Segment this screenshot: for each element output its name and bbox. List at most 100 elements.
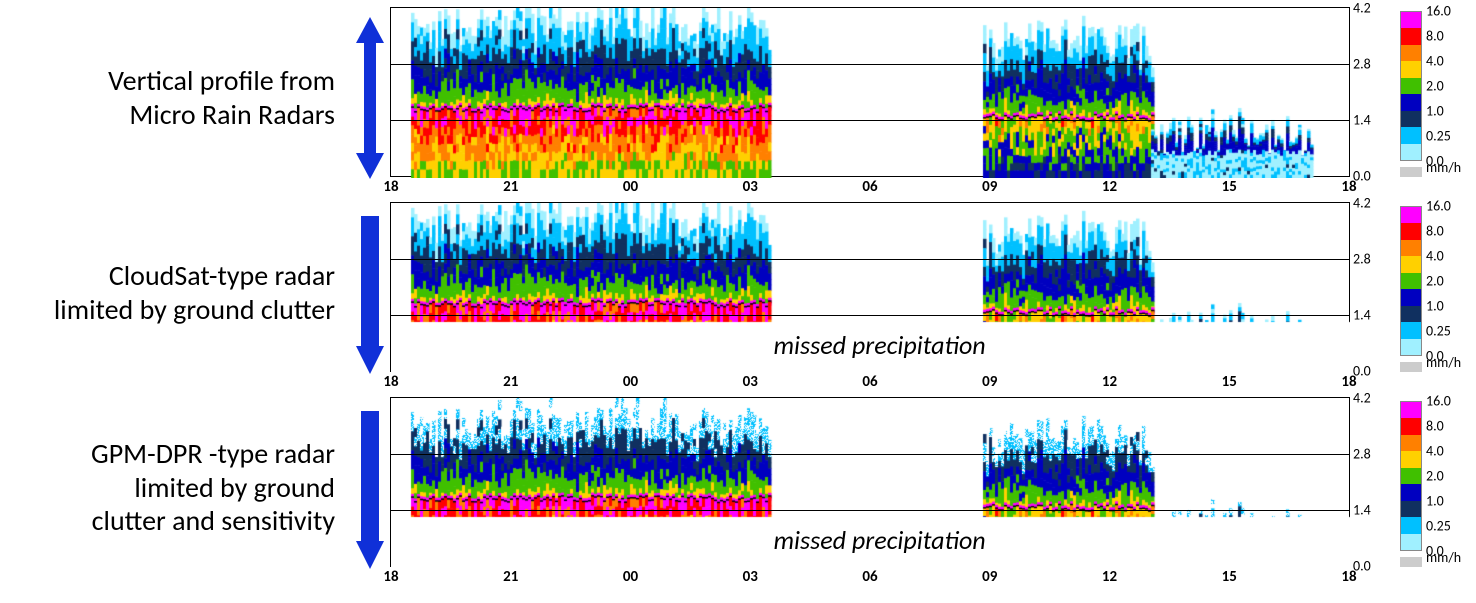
colorbar-labels: 16.08.04.02.01.00.250.0: [1422, 401, 1470, 551]
colorbar-label: 0.25: [1426, 518, 1451, 535]
colorbar-seg: [1401, 273, 1421, 289]
y-tick: 1.4: [1353, 112, 1371, 129]
x-tick: 21: [503, 373, 518, 391]
colorbar-label: 2.0: [1426, 273, 1444, 290]
x-tick: 09: [982, 178, 997, 196]
colorbar-label: 16.0: [1426, 198, 1451, 215]
colorbar-label: 8.0: [1426, 223, 1444, 240]
colorbar-gray-swatch: [1400, 167, 1422, 177]
colorbar-label: 16.0: [1426, 3, 1451, 20]
colorbar-labels: 16.08.04.02.01.00.250.0: [1422, 206, 1470, 356]
colorbar-label: 4.0: [1426, 248, 1444, 265]
colorbar-seg: [1401, 256, 1421, 272]
time-height-plot: 1821000306091215180.01.42.84.2: [390, 7, 1350, 177]
colorbar-seg: [1401, 289, 1421, 305]
colorbar-seg: [1401, 435, 1421, 451]
colorbar-seg: [1401, 12, 1421, 28]
colorbar: 16.08.04.02.01.00.250.0mm/h: [1400, 9, 1472, 174]
x-ticks: 182100030609121518: [391, 568, 1349, 586]
colorbar-label: 1.0: [1426, 103, 1444, 120]
colorbar-seg: [1401, 127, 1421, 143]
panel-gpmdpr: GPM-DPR -type radarlimited by groundclut…: [0, 390, 1476, 585]
colorbar-seg: [1401, 61, 1421, 77]
precip-canvas: [391, 8, 1351, 178]
y-tick: 4.2: [1353, 0, 1371, 17]
plot-wrap: missed precipitation1821000306091215180.…: [390, 395, 1476, 580]
colorbar-label: 2.0: [1426, 78, 1444, 95]
colorbar-seg: [1401, 240, 1421, 256]
colorbar: 16.08.04.02.01.00.250.0mm/h: [1400, 204, 1472, 369]
time-height-plot: missed precipitation1821000306091215180.…: [390, 202, 1350, 372]
colorbar-seg: [1401, 207, 1421, 223]
y-ticks: 0.01.42.84.2: [1353, 8, 1387, 176]
colorbar-label: 16.0: [1426, 393, 1451, 410]
colorbar-seg: [1401, 223, 1421, 239]
x-tick: 00: [623, 373, 638, 391]
colorbar-unit: mm/h: [1426, 549, 1461, 566]
colorbar-unit: mm/h: [1426, 354, 1461, 371]
x-tick: 00: [623, 568, 638, 586]
x-tick: 06: [862, 373, 877, 391]
colorbar-seg: [1401, 484, 1421, 500]
y-tick: 0.0: [1353, 558, 1371, 575]
panel-label: GPM-DPR -type radarlimited by groundclut…: [0, 437, 350, 538]
colorbar-seg: [1401, 534, 1421, 550]
down-arrow-icon: [350, 395, 390, 580]
colorbar-label: 0.25: [1426, 128, 1451, 145]
x-tick: 12: [1102, 568, 1117, 586]
x-tick: 09: [982, 373, 997, 391]
colorbar-label: 2.0: [1426, 468, 1444, 485]
missed-precip-annotation: missed precipitation: [773, 329, 985, 361]
plot-wrap: 1821000306091215180.01.42.84.216.08.04.0…: [390, 5, 1476, 190]
x-tick: 03: [743, 568, 758, 586]
colorbar: 16.08.04.02.01.00.250.0mm/h: [1400, 399, 1472, 564]
colorbar-label: 8.0: [1426, 418, 1444, 435]
y-ticks: 0.01.42.84.2: [1353, 203, 1387, 371]
colorbar-label: 1.0: [1426, 493, 1444, 510]
colorbar-label: 4.0: [1426, 443, 1444, 460]
colorbar-label: 4.0: [1426, 53, 1444, 70]
y-tick: 1.4: [1353, 307, 1371, 324]
x-tick: 18: [383, 373, 398, 391]
colorbar-seg: [1401, 306, 1421, 322]
colorbar-labels: 16.08.04.02.01.00.250.0: [1422, 11, 1470, 161]
colorbar-unit: mm/h: [1426, 159, 1461, 176]
colorbar-gray-swatch: [1400, 362, 1422, 372]
x-tick: 12: [1102, 373, 1117, 391]
panel-cloudsat: CloudSat-type radarlimited by ground clu…: [0, 195, 1476, 390]
x-tick: 15: [1222, 568, 1237, 586]
x-tick: 03: [743, 373, 758, 391]
missed-precip-annotation: missed precipitation: [773, 524, 985, 556]
x-ticks: 182100030609121518: [391, 373, 1349, 391]
colorbar-seg: [1401, 322, 1421, 338]
colorbar-seg: [1401, 28, 1421, 44]
x-tick: 18: [383, 568, 398, 586]
colorbar-seg: [1401, 402, 1421, 418]
y-tick: 1.4: [1353, 502, 1371, 519]
colorbar-strip: [1400, 206, 1422, 356]
colorbar-label: 0.25: [1426, 323, 1451, 340]
y-tick: 2.8: [1353, 251, 1371, 268]
colorbar-strip: [1400, 11, 1422, 161]
x-tick: 15: [1222, 373, 1237, 391]
x-ticks: 182100030609121518: [391, 178, 1349, 196]
y-tick: 4.2: [1353, 390, 1371, 407]
x-tick: 12: [1102, 178, 1117, 196]
x-tick: 06: [862, 568, 877, 586]
y-ticks: 0.01.42.84.2: [1353, 398, 1387, 566]
colorbar-seg: [1401, 339, 1421, 355]
panel-mrr: Vertical profile fromMicro Rain Radars 1…: [0, 0, 1476, 195]
colorbar-strip: [1400, 401, 1422, 551]
y-tick: 0.0: [1353, 168, 1371, 185]
x-tick: 15: [1222, 178, 1237, 196]
down-arrow-icon: [350, 200, 390, 385]
y-tick: 0.0: [1353, 363, 1371, 380]
panel-label: Vertical profile fromMicro Rain Radars: [0, 64, 350, 131]
x-tick: 21: [503, 568, 518, 586]
colorbar-seg: [1401, 501, 1421, 517]
colorbar-seg: [1401, 45, 1421, 61]
panel-label: CloudSat-type radarlimited by ground clu…: [0, 259, 350, 326]
time-height-plot: missed precipitation1821000306091215180.…: [390, 397, 1350, 567]
y-tick: 4.2: [1353, 195, 1371, 212]
colorbar-seg: [1401, 144, 1421, 160]
